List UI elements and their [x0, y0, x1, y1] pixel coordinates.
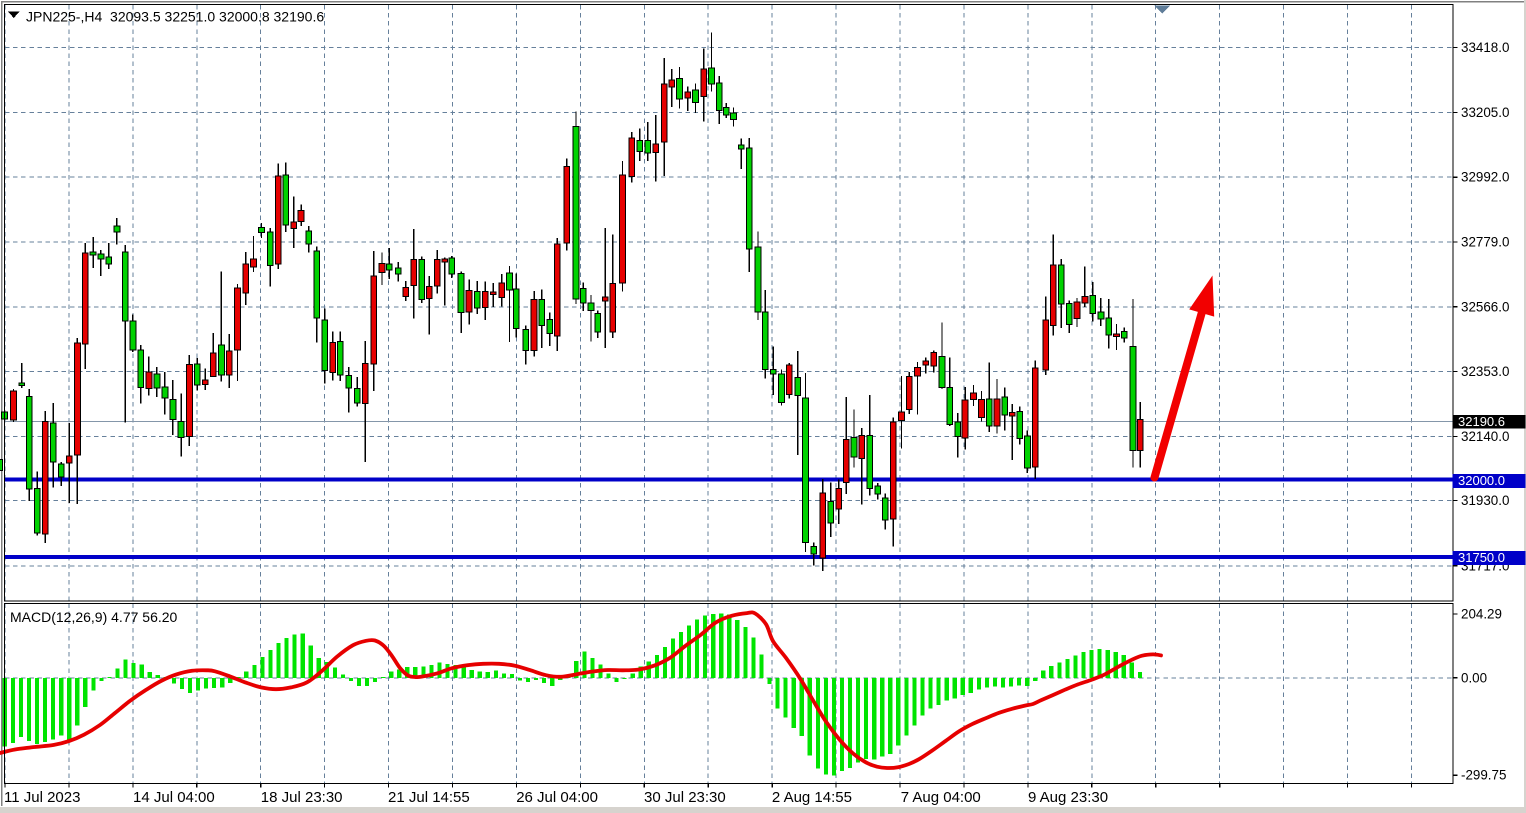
svg-text:32992.0: 32992.0	[1461, 170, 1509, 185]
svg-text:32190.6: 32190.6	[1458, 414, 1505, 429]
svg-text:21 Jul 14:55: 21 Jul 14:55	[388, 789, 470, 806]
svg-text:-299.75: -299.75	[1461, 768, 1506, 783]
svg-text:33205.0: 33205.0	[1461, 105, 1509, 120]
svg-text:32000.0: 32000.0	[1458, 473, 1505, 488]
svg-text:31750.0: 31750.0	[1458, 550, 1505, 565]
svg-text:9 Aug 23:30: 9 Aug 23:30	[1028, 789, 1108, 806]
svg-text:14 Jul 04:00: 14 Jul 04:00	[133, 789, 215, 806]
svg-text:11 Jul 2023: 11 Jul 2023	[4, 789, 80, 806]
svg-text:18 Jul 23:30: 18 Jul 23:30	[261, 789, 343, 806]
svg-text:32566.0: 32566.0	[1461, 299, 1509, 314]
svg-text:32779.0: 32779.0	[1461, 235, 1509, 250]
svg-text:204.29: 204.29	[1461, 607, 1502, 622]
svg-text:0.00: 0.00	[1461, 670, 1487, 685]
svg-text:32140.0: 32140.0	[1461, 429, 1509, 444]
svg-text:31930.0: 31930.0	[1461, 493, 1509, 508]
svg-text:33418.0: 33418.0	[1461, 40, 1509, 55]
svg-text:32353.0: 32353.0	[1461, 364, 1509, 379]
svg-text:MACD(12,26,9) 4.77 56.20: MACD(12,26,9) 4.77 56.20	[10, 609, 178, 625]
svg-text:26 Jul 04:00: 26 Jul 04:00	[516, 789, 598, 806]
svg-text:30 Jul 23:30: 30 Jul 23:30	[644, 789, 726, 806]
svg-text:JPN225-,H4 32093.5 32251.0 32: JPN225-,H4 32093.5 32251.0 32000.8 32190…	[26, 9, 324, 25]
svg-text:7 Aug 04:00: 7 Aug 04:00	[901, 789, 981, 806]
svg-text:2 Aug 14:55: 2 Aug 14:55	[772, 789, 852, 806]
